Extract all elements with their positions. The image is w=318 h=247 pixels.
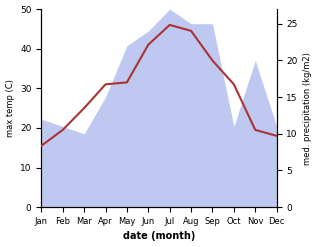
X-axis label: date (month): date (month) xyxy=(123,231,195,242)
Y-axis label: med. precipitation (kg/m2): med. precipitation (kg/m2) xyxy=(303,52,313,165)
Y-axis label: max temp (C): max temp (C) xyxy=(5,79,15,137)
